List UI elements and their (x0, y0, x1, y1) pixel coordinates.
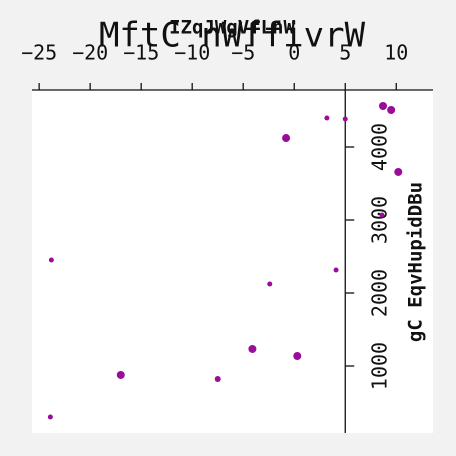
point (48, 257, 54, 263)
x-tick-label: 10 (384, 41, 408, 65)
y-tick-label: 1000 (368, 342, 392, 390)
x-tick-label: −20 (72, 41, 108, 65)
point (267, 281, 273, 287)
point (379, 212, 385, 218)
point (379, 101, 388, 110)
plot-area (32, 90, 433, 433)
y-tick-label: 4000 (368, 123, 392, 171)
point (387, 106, 396, 115)
x-axis-label: IZqJWgVfLnW (169, 17, 295, 39)
point (248, 344, 257, 353)
point (394, 167, 403, 176)
point (116, 370, 125, 379)
x-tick-label: −10 (174, 41, 210, 65)
point (293, 351, 302, 360)
y-axis-label: gC EqvHupidDBu (405, 182, 427, 342)
point (214, 375, 221, 382)
point (333, 267, 339, 273)
point (324, 115, 330, 121)
x-tick-label: 0 (288, 41, 300, 65)
x-tick-label: 5 (339, 41, 351, 65)
point (47, 414, 53, 420)
x-tick-label: −5 (231, 41, 255, 65)
point (342, 116, 348, 122)
x-tick-label: −25 (21, 41, 57, 65)
y-tick-label: 3000 (368, 196, 392, 244)
x-tick-label: −15 (123, 41, 159, 65)
point (282, 134, 291, 143)
y-tick-label: 2000 (368, 269, 392, 317)
chart-title: MftC nWffivrW (99, 16, 366, 56)
